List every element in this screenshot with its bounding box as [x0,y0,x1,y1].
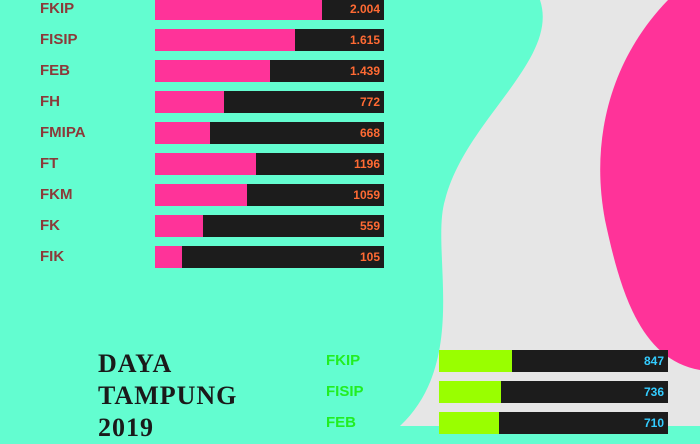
bar-track: 559 [155,215,384,237]
bar-value-label: 668 [359,126,380,140]
bar-track: 710 [439,412,668,434]
bar-category-label: FKIP [40,0,75,17]
bar-value-label: 736 [643,385,664,399]
bar-track: 105 [155,246,384,268]
background-shapes [400,0,700,426]
bar-fill [439,350,513,372]
title-line: 2019 [98,413,154,442]
bar-track: 772 [155,91,384,113]
bar-value-label: 1.615 [349,33,380,47]
bar-fill [155,246,183,268]
bar-value-label: 1196 [353,157,380,171]
bar-category-label: FIK [40,248,65,265]
bar-track: 1059 [155,184,384,206]
bar-value-label: 2.004 [349,2,380,16]
bar-category-label: FEB [40,62,70,79]
bar-category-label: FISIP [40,31,78,48]
bar-category-label: FEB [326,414,356,431]
bar-track: 1.439 [155,60,384,82]
bar-category-label: FISIP [326,383,364,400]
bar-track: 1196 [155,153,384,175]
bar-fill [155,153,256,175]
bar-fill [155,122,210,144]
bar-track: 736 [439,381,668,403]
bar-category-label: FMIPA [40,124,86,141]
bar-value-label: 559 [359,219,380,233]
pink-curve-shape [600,0,700,370]
bar-fill [155,215,204,237]
bar-track: 847 [439,350,668,372]
bar-track: 668 [155,122,384,144]
bar-value-label: 710 [643,416,664,430]
bar-value-label: 1.439 [349,64,380,78]
bar-category-label: FKIP [326,352,361,369]
bar-fill [155,184,247,206]
title-line: DAYA [98,349,173,378]
bar-fill [439,412,499,434]
bar-category-label: FK [40,217,60,234]
bar-category-label: FH [40,93,60,110]
bar-value-label: 105 [359,250,380,264]
bar-value-label: 847 [643,354,664,368]
bar-fill [155,29,295,51]
title-line: TAMPUNG [98,381,238,410]
bar-category-label: FKM [40,186,73,203]
bar-track: 2.004 [155,0,384,20]
chart-title: DAYA TAMPUNG 2019 [98,348,237,444]
bar-track: 1.615 [155,29,384,51]
bar-fill [155,60,270,82]
bar-value-label: 1059 [353,188,380,202]
bar-fill [155,91,224,113]
bar-fill [439,381,501,403]
bar-value-label: 772 [359,95,380,109]
bar-fill [155,0,323,20]
bar-category-label: FT [40,155,59,172]
